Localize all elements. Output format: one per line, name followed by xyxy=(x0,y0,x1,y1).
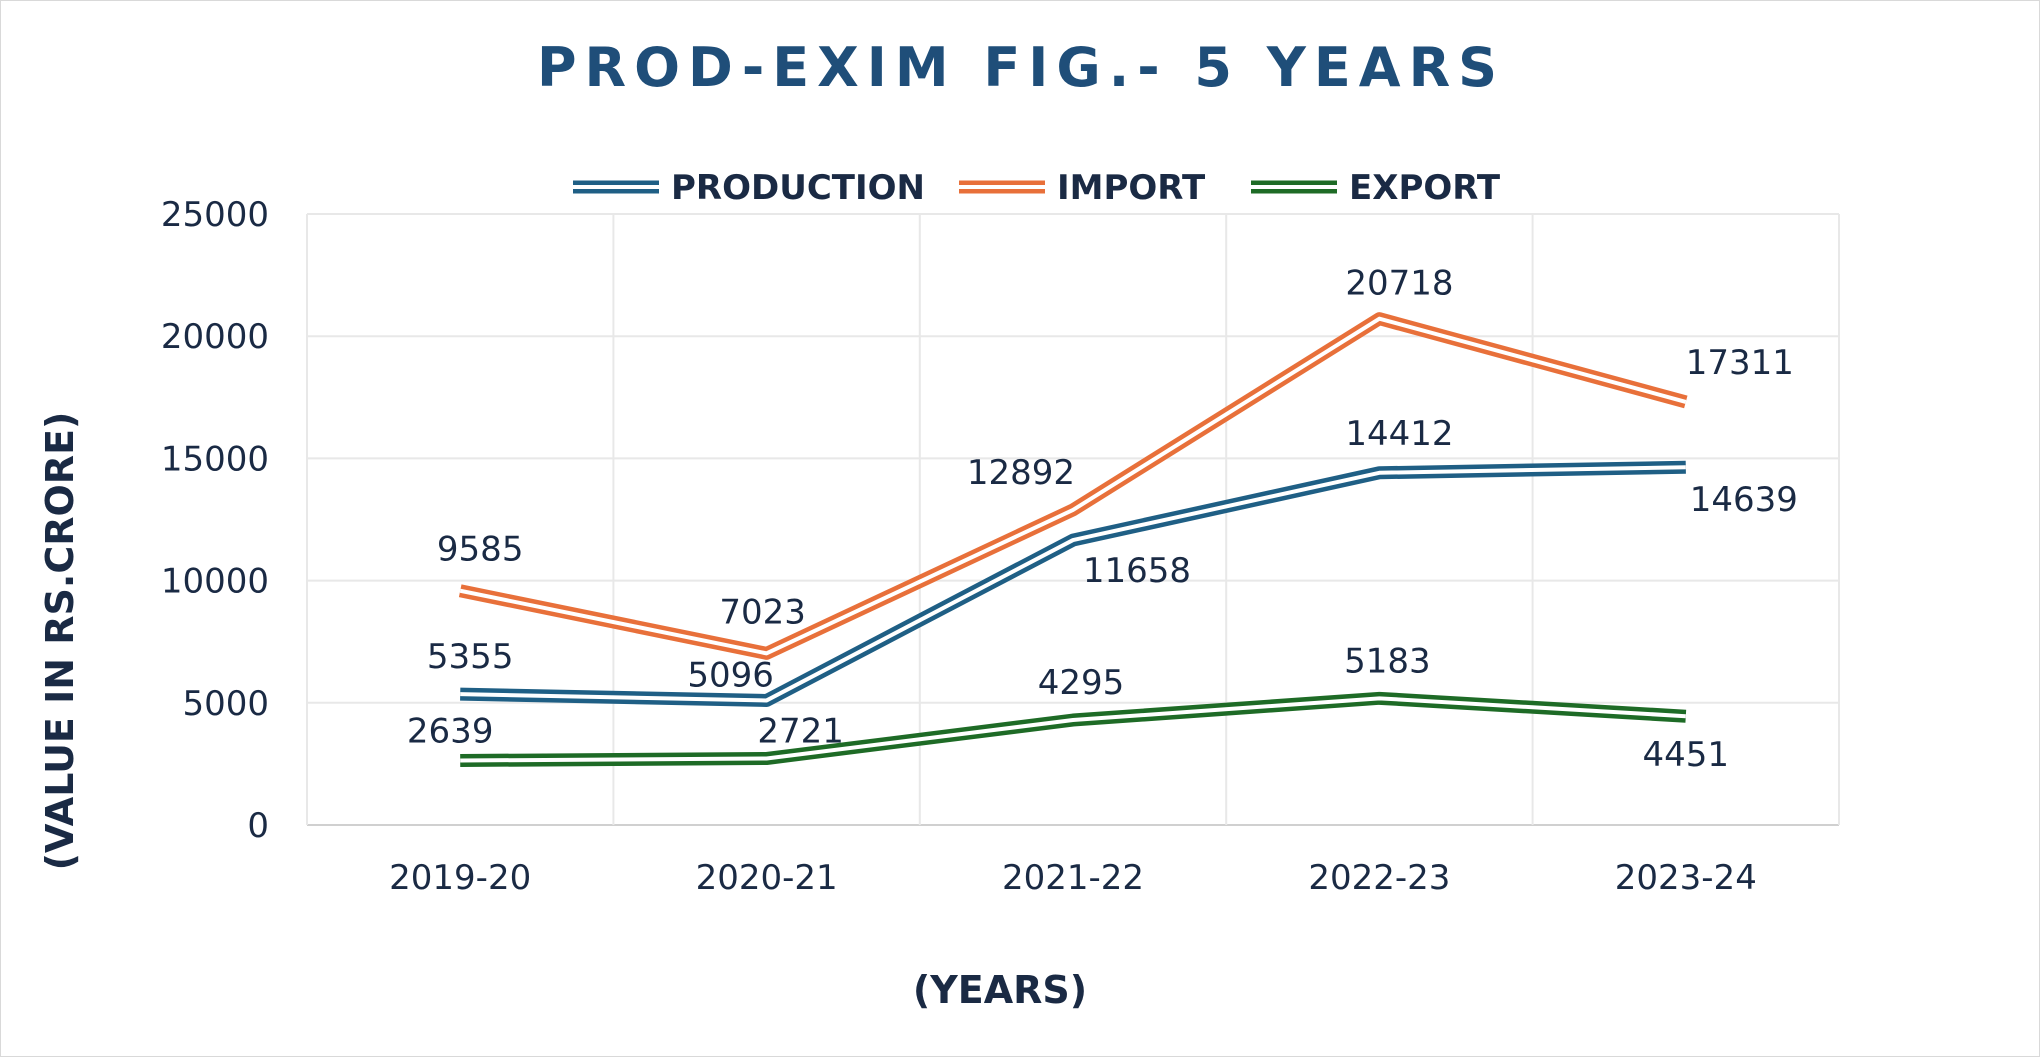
data-label: 4451 xyxy=(1643,735,1730,775)
data-label: 12892 xyxy=(967,453,1075,493)
x-tick-label: 2022-23 xyxy=(1308,858,1450,898)
data-label: 14639 xyxy=(1690,480,1798,520)
legend: PRODUCTION IMPORT EXPORT xyxy=(573,168,1501,208)
x-axis-ticks: 2019-20 2020-21 2021-22 2022-23 2023-24 xyxy=(389,858,1757,898)
legend-label: EXPORT xyxy=(1349,168,1501,208)
y-tick-label: 0 xyxy=(247,806,269,846)
series-line-inner xyxy=(460,465,1686,703)
data-label: 2639 xyxy=(407,712,494,752)
x-tick-label: 2021-22 xyxy=(1002,858,1144,898)
y-tick-label: 20000 xyxy=(161,317,269,357)
data-label: 7023 xyxy=(719,592,806,632)
data-labels: 5355 5096 11658 14412 14639 9585 7023 12892 2071… xyxy=(407,264,1798,776)
x-axis-title: (YEARS) xyxy=(913,968,1087,1012)
data-label: 11658 xyxy=(1083,551,1191,591)
y-tick-label: 25000 xyxy=(161,195,269,235)
gridlines xyxy=(306,213,1840,826)
legend-label: PRODUCTION xyxy=(671,168,925,208)
series-line-inner xyxy=(460,696,1686,763)
data-label: 5183 xyxy=(1344,641,1431,681)
chart-title: PROD-EXIM FIG.- 5 YEARS xyxy=(537,36,1505,99)
series-lines xyxy=(458,312,1688,768)
y-axis-ticks: 0 5000 10000 15000 20000 25000 xyxy=(161,195,269,846)
x-tick-label: 2019-20 xyxy=(389,858,531,898)
y-tick-label: 15000 xyxy=(161,439,269,479)
legend-label: IMPORT xyxy=(1057,168,1206,208)
data-label: 20718 xyxy=(1345,264,1453,304)
x-tick-label: 2020-21 xyxy=(696,858,838,898)
y-tick-label: 5000 xyxy=(182,684,269,724)
y-tick-label: 10000 xyxy=(161,562,269,602)
data-label: 9585 xyxy=(437,530,524,570)
x-tick-label: 2023-24 xyxy=(1615,858,1757,898)
data-label: 5096 xyxy=(687,655,774,695)
series-line xyxy=(460,691,1687,768)
data-label: 14412 xyxy=(1345,414,1453,454)
data-label: 2721 xyxy=(757,711,844,751)
series-line-inner xyxy=(459,316,1687,656)
y-axis-title: (VALUE IN RS.CRORE) xyxy=(38,412,82,871)
data-label: 17311 xyxy=(1686,343,1794,383)
data-label: 4295 xyxy=(1038,663,1125,703)
data-label: 5355 xyxy=(427,637,514,677)
